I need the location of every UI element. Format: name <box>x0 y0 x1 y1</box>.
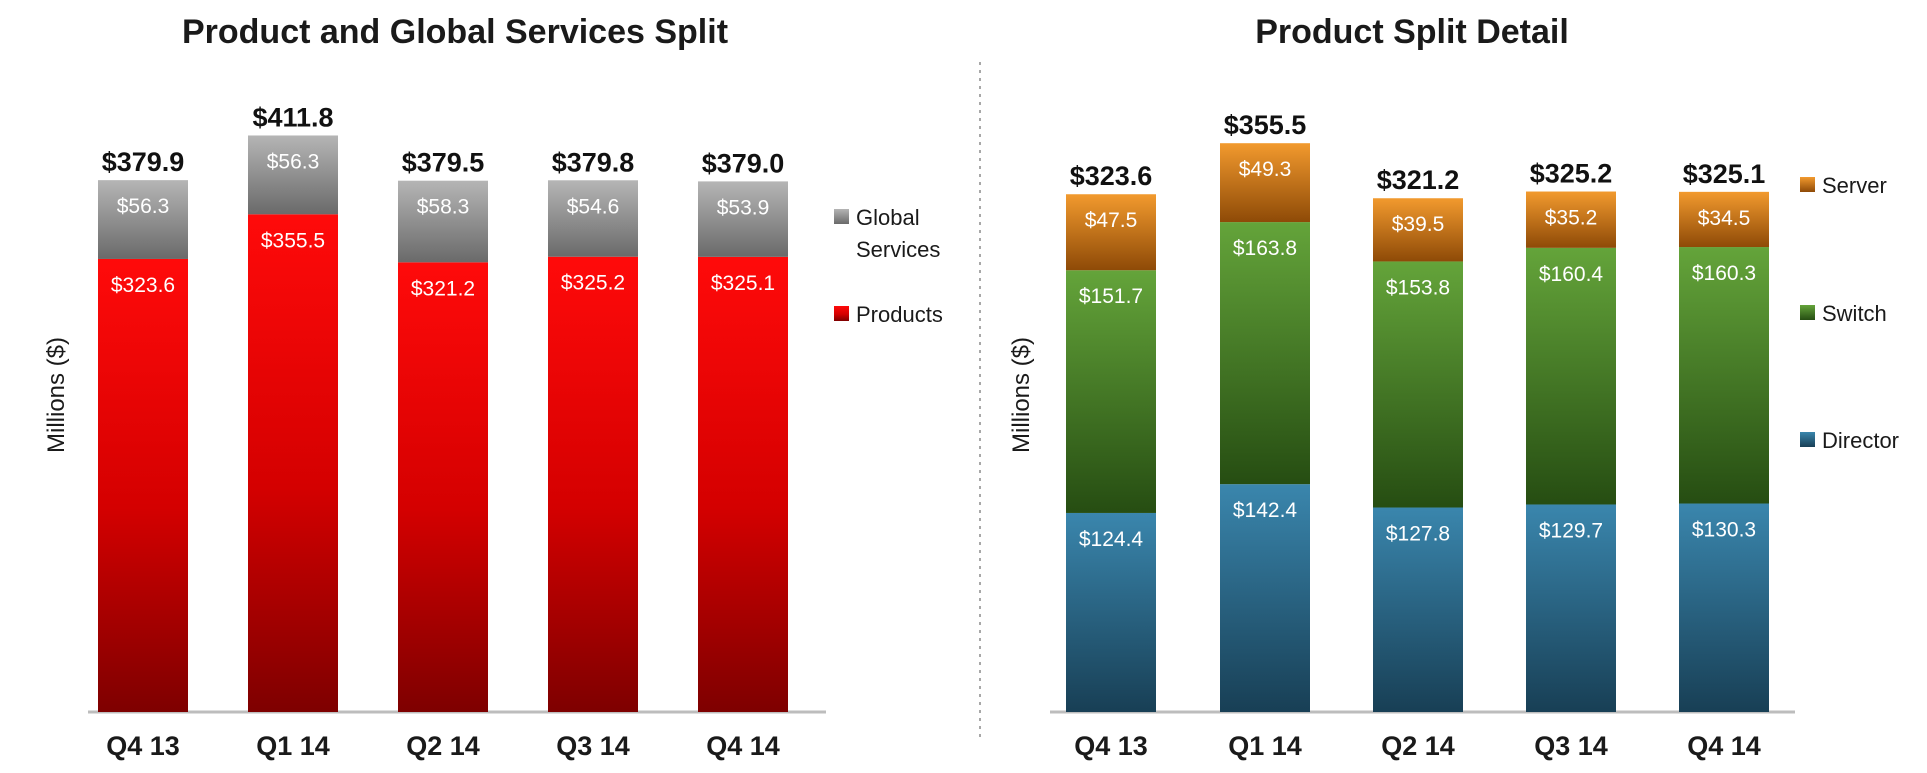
chart2-data-label-director-q4-14: $130.3 <box>1692 519 1756 542</box>
chart2-data-label-server-q4-13: $47.5 <box>1085 209 1138 232</box>
chart1-bar-products-q4-13 <box>98 258 188 712</box>
chart2-x-tick-q4-14: Q4 14 <box>1687 731 1761 761</box>
chart1-bar-products-q1-14 <box>248 214 338 713</box>
chart1-bar-global-services-q2-14 <box>398 180 488 263</box>
chart2-data-label-director-q2-14: $127.8 <box>1386 523 1450 546</box>
chart1-x-tick-q3-14: Q3 14 <box>556 731 630 761</box>
chart1-bar-global-services-q4-13 <box>98 180 188 259</box>
chart1-bar-products-q4-14 <box>698 256 788 712</box>
chart2-data-label-server-q4-14: $34.5 <box>1698 207 1751 230</box>
chart2-plot: $124.4 $151.7 $47.5 $323.6 Q4 13 $142.4 $163.8… <box>1066 110 1769 761</box>
chart2-bar-server-q3-14 <box>1526 191 1616 248</box>
chart2-bar-director-q2-14 <box>1373 507 1463 712</box>
chart2-data-label-switch-q1-14: $163.8 <box>1233 237 1297 260</box>
legend-label-server: Server <box>1822 173 1887 198</box>
chart2-bar-switch-q3-14 <box>1526 247 1616 505</box>
chart1-x-tick-q2-14: Q2 14 <box>406 731 480 761</box>
chart1-data-label-global-services-q3-14: $54.6 <box>567 195 620 218</box>
chart1-data-label-global-services-q1-14: $56.3 <box>267 150 320 173</box>
chart2-bar-server-q2-14 <box>1373 198 1463 262</box>
chart2-bar-switch-q1-14 <box>1220 222 1310 485</box>
chart1-x-tick-q4-14: Q4 14 <box>706 731 780 761</box>
chart1-total-label-q4-13: $379.9 <box>102 147 185 177</box>
chart1-bar-products-q3-14 <box>548 256 638 712</box>
chart2-legend: Server Switch Director <box>1800 173 1899 453</box>
chart2-bar-director-q4-13 <box>1066 512 1156 712</box>
chart2-bar-server-q1-14 <box>1220 143 1310 223</box>
chart2-bar-switch-q2-14 <box>1373 261 1463 508</box>
legend-swatch-products <box>834 306 849 321</box>
chart1-data-label-products-q2-14: $321.2 <box>411 277 475 300</box>
chart2-x-tick-q3-14: Q3 14 <box>1534 731 1608 761</box>
chart2-title: Product Split Detail <box>1255 13 1569 51</box>
chart2-bar-server-q4-13 <box>1066 194 1156 271</box>
chart2-total-label-q4-13: $323.6 <box>1070 161 1153 191</box>
chart1-total-label-q3-14: $379.8 <box>552 147 635 177</box>
chart2-data-label-server-q2-14: $39.5 <box>1392 213 1445 236</box>
legend-label-global-services-line2: Services <box>856 237 940 262</box>
chart2-data-label-director-q1-14: $142.4 <box>1233 499 1298 522</box>
chart2-bar-director-q1-14 <box>1220 484 1310 712</box>
legend-label-products: Products <box>856 302 943 327</box>
chart2-data-label-switch-q2-14: $153.8 <box>1386 276 1450 299</box>
chart2-bar-switch-q4-14 <box>1679 247 1769 504</box>
chart2-data-label-switch-q4-14: $160.3 <box>1692 262 1756 285</box>
chart1-x-tick-q4-13: Q4 13 <box>106 731 180 761</box>
chart2-bar-director-q3-14 <box>1526 504 1616 712</box>
chart2-data-label-server-q1-14: $49.3 <box>1239 158 1292 181</box>
chart1-data-label-products-q1-14: $355.5 <box>261 229 325 252</box>
chart2-x-tick-q4-13: Q4 13 <box>1074 731 1148 761</box>
chart2-total-label-q1-14: $355.5 <box>1224 110 1307 140</box>
chart1-data-label-global-services-q2-14: $58.3 <box>417 196 470 219</box>
chart1-total-label-q4-14: $379.0 <box>702 148 785 178</box>
chart2-bar-director-q4-14 <box>1679 503 1769 712</box>
legend-swatch-global-services <box>834 209 849 224</box>
chart2-total-label-q3-14: $325.2 <box>1530 159 1613 189</box>
chart1-legend: Global Services Products <box>834 205 943 327</box>
chart1-x-tick-q1-14: Q1 14 <box>256 731 330 761</box>
chart1-data-label-global-services-q4-13: $56.3 <box>117 195 170 218</box>
legend-swatch-director <box>1800 432 1815 447</box>
chart2-data-label-director-q3-14: $129.7 <box>1539 519 1603 542</box>
chart1-data-label-products-q4-14: $325.1 <box>711 272 775 295</box>
chart2-x-tick-q1-14: Q1 14 <box>1228 731 1302 761</box>
legend-label-director: Director <box>1822 428 1899 453</box>
chart1-bar-products-q2-14 <box>398 262 488 712</box>
chart1-bar-global-services-q1-14 <box>248 135 338 215</box>
chart2-x-tick-q2-14: Q2 14 <box>1381 731 1455 761</box>
chart1-data-label-products-q3-14: $325.2 <box>561 272 625 295</box>
chart1-bar-global-services-q3-14 <box>548 180 638 257</box>
chart1-bar-global-services-q4-14 <box>698 181 788 257</box>
chart2-total-label-q2-14: $321.2 <box>1377 165 1460 195</box>
legend-label-switch: Switch <box>1822 301 1887 326</box>
chart2-total-label-q4-14: $325.1 <box>1683 159 1766 189</box>
chart2-data-label-switch-q3-14: $160.4 <box>1539 263 1604 286</box>
chart1-total-label-q1-14: $411.8 <box>252 102 333 132</box>
chart1-y-axis-label: Millions ($) <box>43 337 70 453</box>
chart2-data-label-switch-q4-13: $151.7 <box>1079 285 1143 308</box>
chart1-total-label-q2-14: $379.5 <box>402 148 485 178</box>
legend-swatch-switch <box>1800 305 1815 320</box>
chart2-y-axis-label: Millions ($) <box>1008 337 1035 453</box>
chart2-bar-switch-q4-13 <box>1066 270 1156 513</box>
chart1-plot: $323.6 $56.3 $379.9 Q4 13 $355.5 $56.3 $411.8 Q… <box>98 102 788 761</box>
chart2-data-label-director-q4-13: $124.4 <box>1079 528 1144 551</box>
legend-swatch-server <box>1800 177 1815 192</box>
legend-label-global-services-line1: Global <box>856 205 920 230</box>
chart2-data-label-server-q3-14: $35.2 <box>1545 207 1598 230</box>
chart2-bar-server-q4-14 <box>1679 191 1769 248</box>
chart1-data-label-products-q4-13: $323.6 <box>111 274 175 297</box>
chart1-title: Product and Global Services Split <box>182 13 728 51</box>
chart1-data-label-global-services-q4-14: $53.9 <box>717 196 770 219</box>
